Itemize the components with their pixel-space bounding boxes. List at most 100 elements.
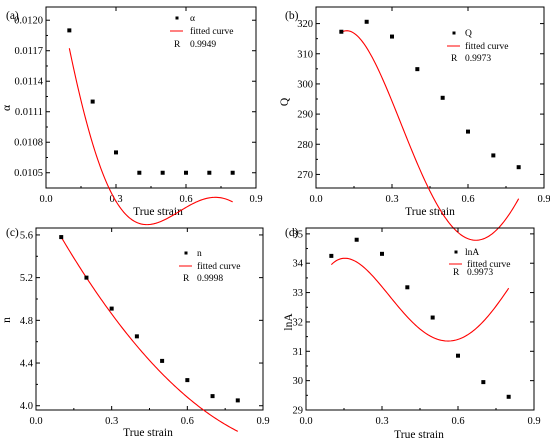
legend-r-label: R [183,274,190,284]
legend: α fitted curve R 0.9949 [170,14,234,50]
x-tick-label: 0.9 [249,194,262,205]
y-tick-label: 310 [297,49,313,60]
y-tick-label: 33 [293,288,304,299]
data-point [390,34,394,39]
x-tick-label: 0.9 [256,416,269,427]
x-tick-label: 0.3 [385,194,398,205]
plot-frame [35,227,264,411]
legend-marker-label: lnA [465,248,479,258]
y-tick-label: 29 [293,406,304,417]
fitted-curve [330,257,510,342]
y-tick-label: 0.0108 [14,138,43,149]
x-tick-label: 0.6 [179,194,192,205]
data-point [329,253,334,258]
panel-label: (a) [6,10,19,22]
y-tick-label: 4.8 [20,316,33,327]
y-tick-label: 270 [297,170,313,181]
y-axis-title: lnA [283,313,295,331]
data-point [84,275,89,280]
y-axis-title: n [1,317,13,323]
y-tick-label: 4.0 [20,401,33,412]
data-point [67,28,72,33]
data-point [481,380,486,385]
panel-d: (d) lnA True strain lnA fitted curve R 0… [283,227,541,441]
data-point [235,398,240,403]
y-axis-title: α [1,105,13,111]
y-tick-label: 35 [293,229,304,240]
y-tick-label: 32 [293,317,304,328]
legend-r-label: R [451,54,458,64]
y-tick-label: 31 [293,347,304,358]
panel-label: (b) [285,10,299,22]
y-tick-label: 5.6 [20,230,33,241]
data-point [516,165,521,170]
x-tick-label: 0.6 [181,416,194,427]
x-tick-label: 0.3 [109,194,122,205]
y-tick-label: 34 [293,259,304,270]
x-tick-label: 0.0 [29,416,42,427]
y-tick-label: 290 [297,110,313,121]
data-point [380,251,384,256]
y-tick-label: 30 [293,376,304,387]
x-tick-label: 0.0 [309,194,322,205]
legend-marker-label: Q [465,29,472,39]
fitted-curve [60,236,239,432]
legend-marker-label: α [190,14,195,24]
data-point [59,235,64,240]
y-tick-label: 0.0114 [15,77,44,88]
panel-c: (c) n True strain n fitted curve R 0.999… [1,227,270,439]
data-point [506,394,511,399]
x-tick-label: 0.9 [527,416,540,427]
legend-curve-label: fitted curve [190,26,234,37]
data-point [90,99,95,104]
data-point [415,67,420,72]
data-point [207,170,212,175]
fitted-curve [341,30,520,241]
panel-a: (a) α True strain α fitted curve R 0.994… [1,6,263,226]
data-point [160,170,165,175]
x-axis-title: True strain [133,206,183,218]
data-point [109,306,114,311]
data-point [339,29,344,34]
legend-curve-label: fitted curve [465,41,509,52]
legend-r-label: R [453,268,460,278]
y-tick-label: 5.2 [20,273,33,284]
data-point [430,315,435,320]
data-point [137,170,142,175]
panel-b: (b) Q True strain Q fitted curve R 0.997… [279,6,550,241]
legend-r-value: 0.9949 [190,40,216,50]
legend-r-label: R [174,40,181,50]
legend: Q fitted curve R 0.9973 [447,29,509,64]
data-point [354,237,359,242]
data-point [185,378,190,383]
plot-frame [305,227,535,411]
y-tick-label: 0.0105 [14,168,43,179]
legend-marker-symbol [175,16,179,20]
legend-curve-label: fitted curve [197,261,241,272]
legend-r-value: 0.9973 [467,268,493,278]
x-tick-label: 0.0 [299,416,312,427]
y-tick-label: 0.0117 [15,46,44,57]
panel-label: (d) [285,227,299,239]
legend-r-value: 0.9973 [465,54,491,64]
x-tick-label: 0.3 [105,416,118,427]
x-tick-label: 0.9 [537,194,550,205]
legend-marker-symbol [454,250,458,254]
x-axis-title: True strain [123,427,173,439]
data-point [364,19,369,24]
data-point [440,95,445,100]
data-point [491,153,496,158]
legend: lnA fitted curve R 0.9973 [449,248,511,278]
fitted-curve [68,48,233,226]
plot-frame [315,6,545,189]
data-point [114,150,118,155]
x-axis-title: True strain [394,429,444,441]
panel-label: (c) [6,227,19,239]
legend-r-value: 0.9998 [197,274,223,284]
data-point [184,170,188,175]
y-tick-label: 0.0120 [14,16,43,27]
x-tick-label: 0.3 [375,416,388,427]
data-point [160,358,165,363]
x-tick-label: 0.6 [451,416,464,427]
